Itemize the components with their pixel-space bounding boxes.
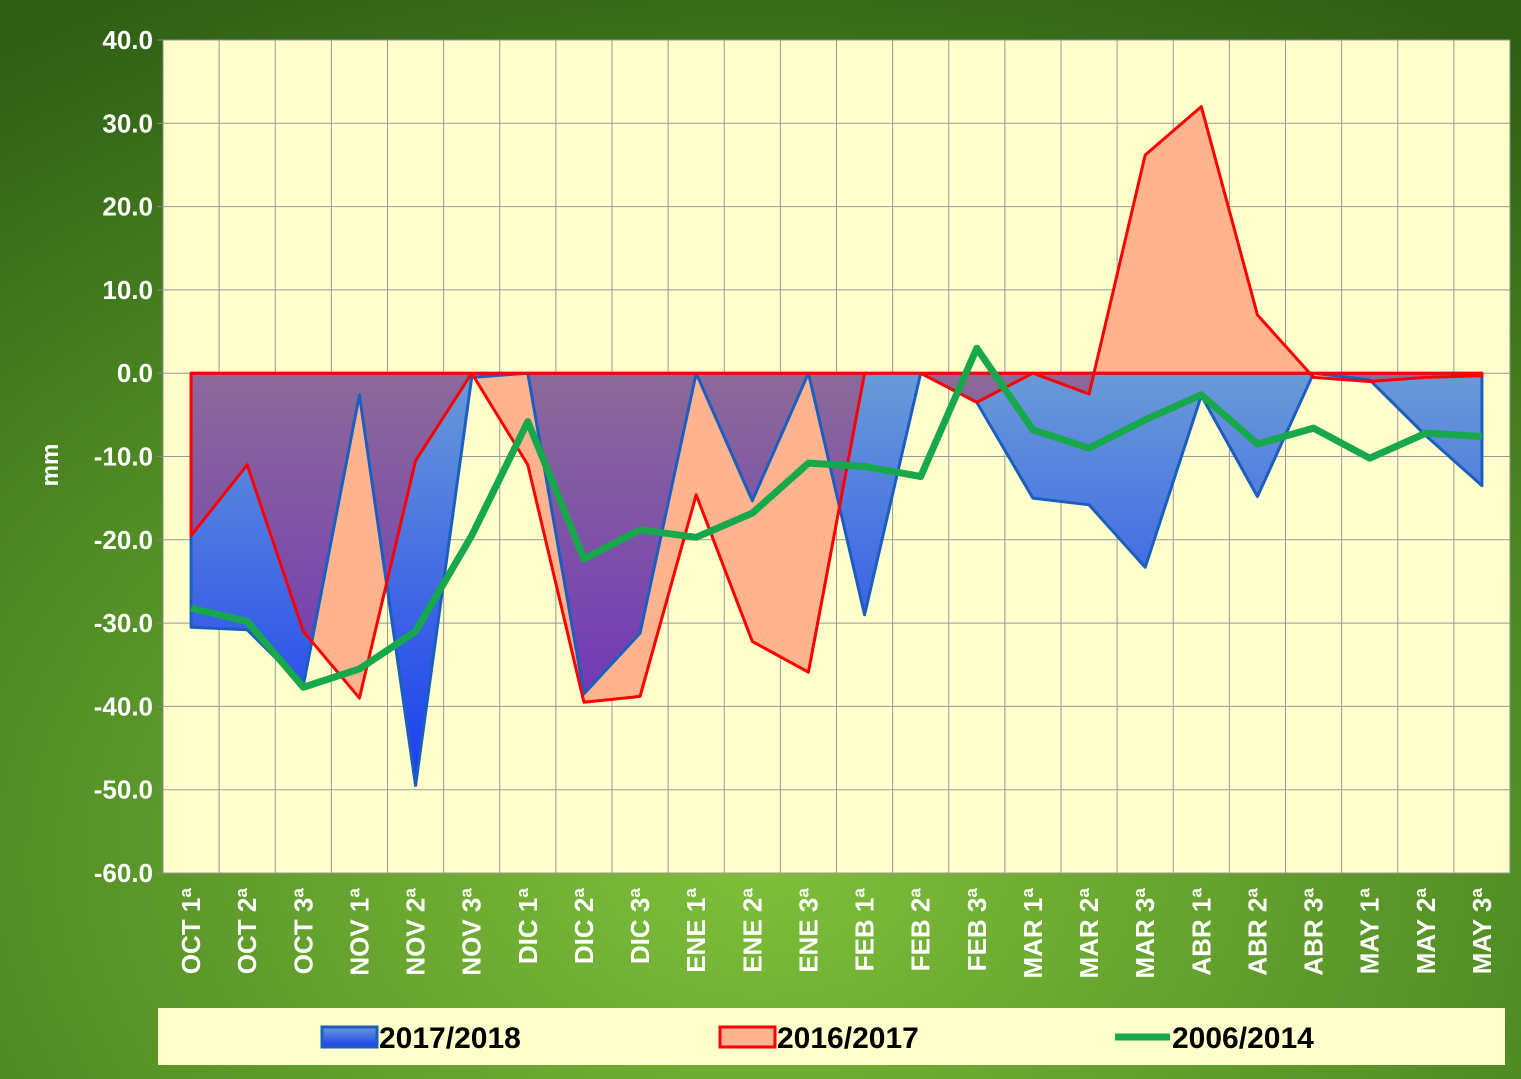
x-tick-label: MAR 3ª <box>1130 888 1160 979</box>
x-tick-label: ENE 2ª <box>737 888 767 973</box>
legend-label: 2006/2014 <box>1172 1022 1314 1055</box>
x-tick-label: MAR 2ª <box>1074 888 1104 979</box>
x-tick-label: ABR 2ª <box>1242 888 1272 976</box>
x-tick-label: MAR 1ª <box>1018 888 1048 979</box>
line-2006-2014 <box>190 344 1483 691</box>
x-tick-label: DIC 3ª <box>625 888 655 964</box>
y-tick-label: -40.0 <box>94 691 153 721</box>
y-tick-label: -30.0 <box>94 608 153 638</box>
x-tick-label: FEB 1ª <box>850 888 880 972</box>
legend-swatch <box>320 1025 379 1049</box>
y-tick-label: -60.0 <box>94 858 153 888</box>
outline-2016-2017 <box>189 105 1484 704</box>
legend-label: 2017/2018 <box>379 1022 521 1055</box>
x-tick-label: DIC 1ª <box>513 888 543 964</box>
x-tick-label: OCT 2ª <box>232 888 262 975</box>
x-tick-label: FEB 3ª <box>962 888 992 972</box>
outline-2017-2018 <box>189 371 1484 788</box>
y-tick-label: -10.0 <box>94 442 153 472</box>
y-tick-label: 20.0 <box>102 192 153 222</box>
y-tick-label: -50.0 <box>94 775 153 805</box>
y-tick-label: 40.0 <box>102 25 153 55</box>
x-tick-label: ABR 1ª <box>1186 888 1216 976</box>
y-tick-label: 30.0 <box>102 108 153 138</box>
x-tick-label: ENE 1ª <box>681 888 711 973</box>
legend <box>158 1008 1505 1065</box>
area-2017-2018 <box>191 373 1482 786</box>
x-tick-label: FEB 2ª <box>906 888 936 972</box>
y-axis-label: mm <box>37 444 64 487</box>
x-tick-label: MAY 3ª <box>1467 888 1497 975</box>
legend-swatch <box>718 1025 777 1049</box>
y-tick-label: 0.0 <box>117 358 153 388</box>
y-tick-label: 10.0 <box>102 275 153 305</box>
x-tick-label: DIC 2ª <box>569 888 599 964</box>
x-tick-label: NOV 1ª <box>344 888 374 976</box>
x-tick-label: NOV 3ª <box>457 888 487 976</box>
x-tick-label: ENE 3ª <box>793 888 823 973</box>
y-tick-label: -20.0 <box>94 525 153 555</box>
x-tick-label: MAY 2ª <box>1411 888 1441 975</box>
x-tick-label: ABR 3ª <box>1299 888 1329 976</box>
legend-label: 2016/2017 <box>777 1022 919 1055</box>
x-tick-label: NOV 2ª <box>401 888 431 976</box>
x-tick-label: OCT 3ª <box>288 888 318 975</box>
x-tick-label: OCT 1ª <box>176 888 206 975</box>
x-tick-label: MAY 1ª <box>1355 888 1385 975</box>
